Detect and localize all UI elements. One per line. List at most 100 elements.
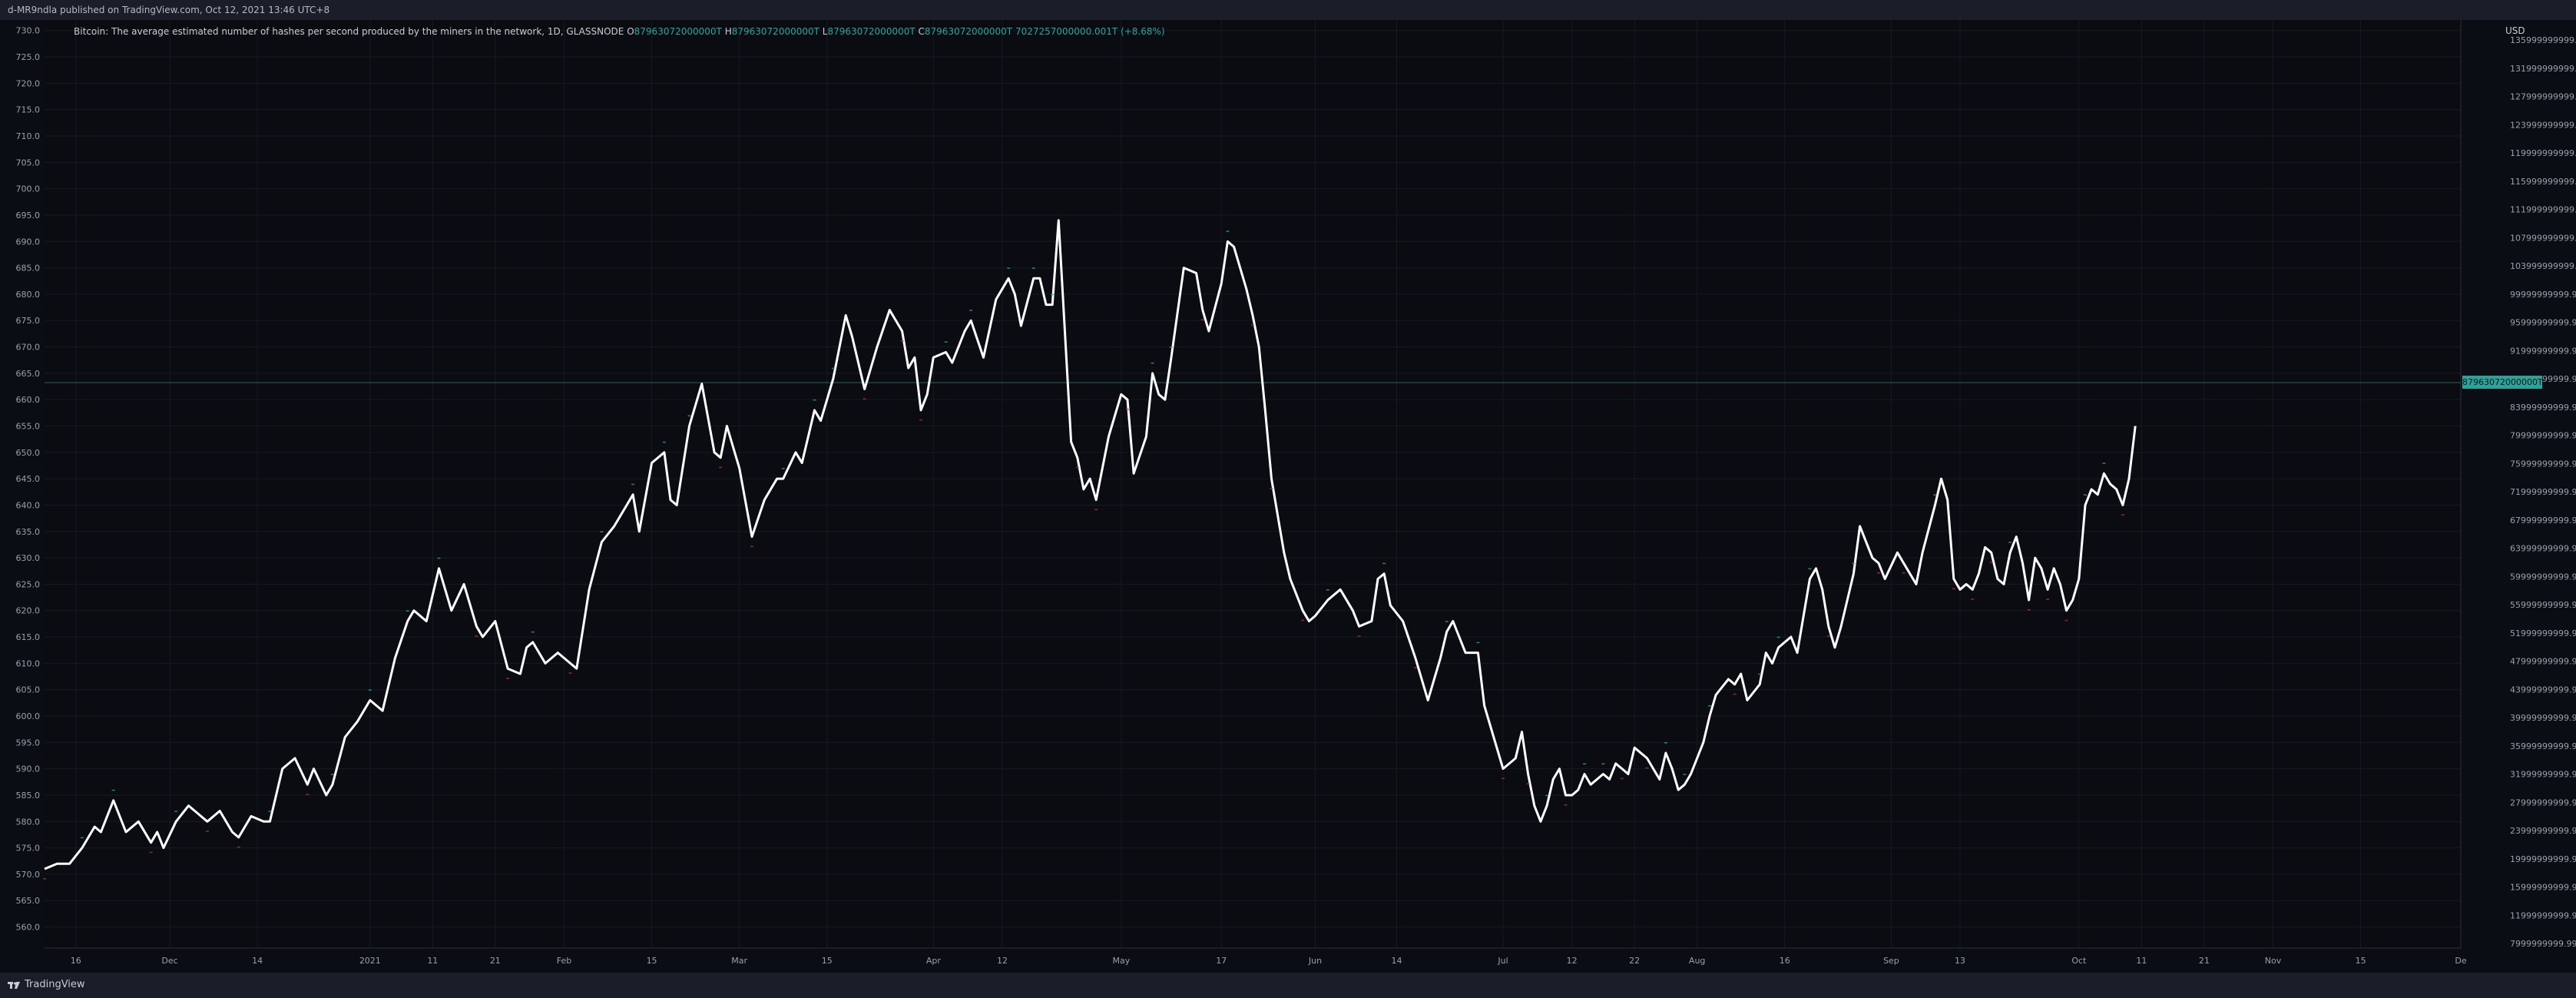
data-point-marker (1301, 619, 1305, 622)
y-tick-label: 665.0 (16, 369, 41, 379)
x-tick-label: De (2455, 956, 2466, 966)
right-axis-tick-label: 115999999999.994T (2510, 177, 2576, 187)
data-point-marker (900, 340, 904, 342)
legend-high-label: H (724, 26, 732, 37)
data-point-marker (1502, 778, 1505, 780)
data-point-marker (1952, 588, 1955, 590)
x-tick-label: 2021 (359, 956, 381, 966)
data-point-marker (268, 811, 272, 812)
right-axis-tick-label: 11999999999.9968T (2510, 910, 2576, 920)
right-axis-tick-label: 119999999999.996T (2510, 148, 2576, 158)
publish-info: d-MR9ndla published on TradingView.com, … (8, 5, 330, 15)
data-point-marker (330, 774, 334, 775)
data-point-marker (631, 483, 635, 486)
data-point-marker (1413, 667, 1417, 668)
data-point-marker (1707, 705, 1711, 707)
right-axis-tick-label: 71999999999.995T (2510, 487, 2576, 497)
x-tick-label: 17 (1216, 956, 1227, 966)
right-axis-tick-label: 111999999999.994T (2510, 205, 2576, 215)
right-axis-tick-label: 63999999999.996T (2510, 544, 2576, 554)
x-tick-label: 12 (1567, 956, 1578, 966)
x-tick-label: 21 (490, 956, 501, 966)
data-point-marker (531, 631, 535, 633)
top-bar: d-MR9ndla published on TradingView.com, … (0, 0, 2576, 20)
legend-open-label: O (627, 26, 634, 37)
data-point-marker (1683, 774, 1687, 775)
data-point-marker (1971, 598, 1975, 600)
brand-name[interactable]: TradingView (25, 979, 85, 990)
y-tick-label: 585.0 (16, 791, 41, 801)
y-tick-label: 615.0 (16, 632, 41, 642)
data-point-marker (475, 635, 478, 637)
chart-area[interactable] (45, 20, 2461, 948)
data-point-marker (2083, 494, 2087, 496)
right-axis-tick-label: 127999999999.996T (2510, 92, 2576, 102)
x-tick-label: 15 (822, 956, 833, 966)
data-point-marker (1776, 636, 1780, 638)
legend-low-value: 87963072000000T (827, 26, 916, 37)
x-tick-label: 15 (647, 956, 657, 966)
data-point-marker (1200, 319, 1204, 320)
y-tick-label: 570.0 (16, 870, 41, 880)
data-point-marker (750, 545, 753, 548)
data-point-marker (80, 837, 84, 839)
data-point-marker (1007, 267, 1011, 269)
x-tick-label: 16 (1780, 956, 1790, 966)
data-point-marker (1852, 562, 1856, 565)
y-tick-label: 675.0 (16, 316, 41, 326)
data-point-marker (2046, 598, 2050, 600)
data-point-marker (406, 610, 409, 612)
y-tick-label: 655.0 (16, 422, 41, 432)
x-tick-label: Feb (557, 956, 571, 966)
data-point-marker (1601, 763, 1605, 764)
data-point-marker (2102, 463, 2106, 464)
y-tick-label: 580.0 (16, 817, 41, 827)
data-point-marker (1075, 466, 1079, 469)
data-point-marker (111, 789, 115, 791)
data-point-marker (149, 851, 153, 854)
x-tick-label: 15 (2356, 956, 2366, 966)
data-point-marker (174, 811, 178, 812)
x-tick-label: 14 (252, 956, 263, 966)
last-value-tag: 87963072000000T (2462, 376, 2543, 389)
right-axis-tick-label: 7999999999.997T (2510, 939, 2576, 949)
data-point-marker (1733, 693, 1737, 695)
y-tick-label: 650.0 (16, 448, 41, 458)
y-tick-label: 690.0 (16, 237, 41, 247)
series-legend: Bitcoin: The average estimated number of… (74, 26, 1165, 37)
data-point-marker (1645, 767, 1649, 769)
data-point-marker (506, 678, 510, 679)
data-point-marker (1902, 572, 1906, 574)
x-tick-label: 14 (1391, 956, 1402, 966)
data-point-marker (1445, 621, 1449, 622)
right-axis-tick-label: 39999999999.9976T (2510, 713, 2576, 723)
data-point-marker (813, 399, 816, 401)
data-point-marker (306, 794, 310, 795)
data-point-marker (368, 689, 372, 691)
right-axis-tick-label: 99999999999.992T (2510, 290, 2576, 300)
bottom-bar: TradingView (0, 973, 2576, 998)
right-axis-tick-label: 51999999999.997T (2510, 628, 2576, 638)
y-tick-label: 610.0 (16, 658, 41, 668)
right-axis-tick-label: 135999999999.998T (2510, 35, 2576, 45)
x-tick-label: 12 (997, 956, 1008, 966)
y-tick-label: 620.0 (16, 606, 41, 616)
right-axis-tick-label: 47999999999.997T (2510, 657, 2576, 667)
y-tick-label: 695.0 (16, 211, 41, 220)
x-tick-label: Jun (1308, 956, 1322, 966)
y-tick-label: 705.0 (16, 157, 41, 167)
x-tick-label: Jul (1497, 956, 1508, 966)
data-point-marker (600, 531, 604, 532)
data-point-marker (2064, 619, 2068, 622)
legend-high-value: 87963072000000T (731, 26, 819, 37)
data-point-marker (1664, 742, 1667, 744)
y-tick-label: 625.0 (16, 579, 41, 589)
data-point-marker (944, 341, 948, 343)
data-point-marker (1933, 494, 1937, 496)
y-tick-label: 575.0 (16, 844, 41, 854)
y-tick-label: 565.0 (16, 896, 41, 906)
legend-change: 7027257000000.001T (+8.68%) (1015, 26, 1165, 37)
data-point-marker (719, 466, 723, 469)
y-tick-label: 605.0 (16, 685, 41, 695)
y-tick-label: 670.0 (16, 343, 41, 353)
